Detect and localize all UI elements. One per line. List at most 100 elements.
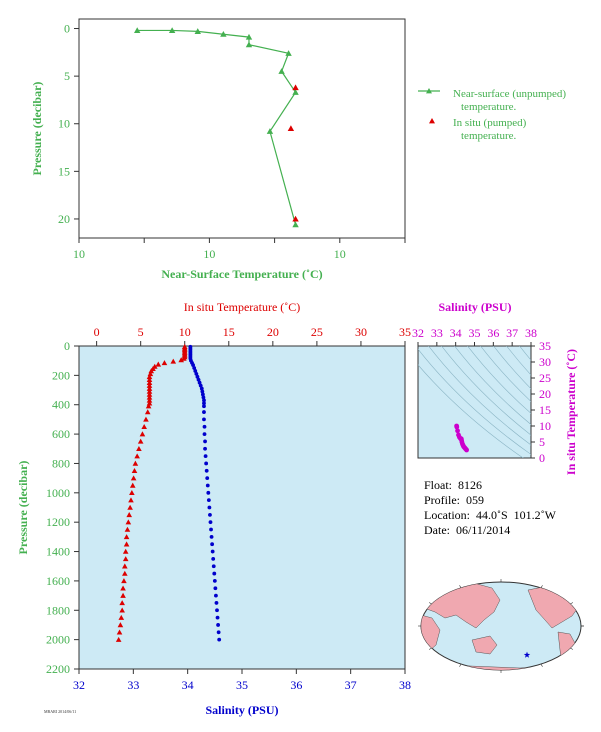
float-info: Float: 8126 Profile: 059 Location: 44.0˚… [424, 478, 556, 538]
pressure-tick-label: 2000 [46, 633, 70, 647]
temp-point [126, 512, 133, 518]
temp-point [146, 388, 153, 394]
unpumped-point [266, 128, 274, 134]
sal-point [200, 392, 205, 397]
pressure-tick-label: 2200 [46, 662, 70, 676]
ts-y-axis-label: In situ Temperature (˚C) [564, 349, 578, 475]
temp-point [127, 504, 133, 510]
ts-x-tick-label: 35 [469, 326, 481, 340]
sal-point [191, 363, 196, 367]
ts-y-tick-label: 0 [539, 451, 545, 465]
sal-tick-label: 32 [73, 678, 85, 692]
sal-point [203, 446, 207, 451]
x-tick-label: 10 [203, 247, 215, 261]
density-contours [418, 346, 531, 458]
temp-point [144, 409, 151, 415]
sal-point [215, 608, 219, 613]
sal-point [206, 490, 211, 495]
ts-x-tick-label: 36 [487, 326, 499, 340]
temp-point [123, 534, 130, 540]
pressure-tick-label: 0 [64, 339, 70, 353]
sal-point [209, 534, 214, 539]
pressure-tick-label: 400 [52, 398, 70, 412]
sal-tick-label: 36 [290, 678, 302, 692]
ts-y-tick-label: 10 [539, 419, 551, 433]
ts-plot-area [417, 345, 532, 459]
temp-point [122, 563, 128, 569]
pressure-axis-label: Pressure (decibar) [16, 461, 30, 555]
plot-frame [78, 18, 406, 239]
map-tick [428, 647, 432, 650]
y-axis-label: Pressure (decibar) [30, 82, 44, 176]
ts-point [454, 424, 460, 430]
density-isopleth [418, 364, 524, 458]
sal-point [202, 401, 206, 406]
temp-point [124, 526, 131, 532]
temp-point [123, 541, 130, 547]
temp-tick-label: 20 [267, 325, 279, 339]
temp-point [131, 467, 138, 474]
density-isopleth [441, 346, 531, 436]
sal-point [200, 389, 205, 394]
sal-point [204, 468, 209, 473]
ts-y-tick-label: 30 [539, 355, 551, 369]
unpumped-point [292, 89, 299, 95]
temp-point [141, 423, 147, 429]
sal-point [195, 374, 200, 379]
map-tick [540, 663, 543, 667]
temp-tick-label: 30 [355, 325, 367, 339]
pressure-tick-label: 600 [52, 427, 70, 441]
continent-australia [471, 635, 498, 655]
temp-point [116, 629, 123, 635]
temp-point [120, 585, 126, 591]
map-tick [428, 602, 432, 605]
sal-point [216, 623, 220, 627]
sal-point [211, 556, 216, 561]
temp-point [132, 460, 139, 466]
footer-code: MBARI 2014/06/11 [44, 709, 76, 714]
unpumped-point [220, 31, 227, 37]
map-tick [570, 602, 574, 605]
sal-point [214, 593, 218, 598]
ts-y-tick-label: 15 [539, 403, 551, 417]
unpumped-point [245, 33, 253, 40]
sal-axis-label: Salinity (PSU) [205, 703, 278, 717]
density-isopleth [428, 346, 531, 446]
temp-tick-label: 10 [179, 325, 191, 339]
y-tick-label: 0 [64, 22, 70, 36]
map-tick [459, 663, 462, 667]
pressure-tick-label: 200 [52, 368, 70, 382]
sal-point [192, 366, 197, 370]
y-tick-label: 10 [58, 117, 70, 131]
sal-point [202, 410, 206, 414]
ts-point [455, 428, 460, 434]
profile-date: Date: 06/11/2014 [424, 523, 511, 537]
temp-point [146, 385, 153, 391]
unpumped-point [168, 27, 176, 33]
temp-point [120, 592, 126, 598]
temp-point [146, 374, 153, 380]
temp-point [146, 394, 153, 400]
temp-tick-label: 5 [138, 325, 144, 339]
map-tick [570, 647, 574, 650]
world-map [418, 579, 584, 673]
legend-label-unpumped: Near-surface (unpumped) [453, 88, 566, 100]
sal-point [202, 404, 206, 409]
legend-marker-unpumped [426, 88, 432, 94]
unpumped-point [245, 41, 253, 48]
sal-point [217, 637, 222, 642]
temp-point [143, 416, 149, 422]
ts-x-tick-label: 37 [506, 326, 518, 340]
sal-point [210, 542, 215, 547]
temp-point [121, 578, 127, 584]
temp-point [146, 382, 153, 388]
unpumped-point [278, 68, 285, 74]
temp-point [117, 622, 124, 628]
map-tick [459, 585, 462, 589]
temp-axis-label: In situ Temperature (˚C) [184, 300, 301, 314]
sal-point [210, 549, 215, 554]
y-tick-label: 5 [64, 69, 70, 83]
float-id: Float: 8126 [424, 478, 483, 492]
ts-x-tick-label: 38 [525, 326, 537, 340]
